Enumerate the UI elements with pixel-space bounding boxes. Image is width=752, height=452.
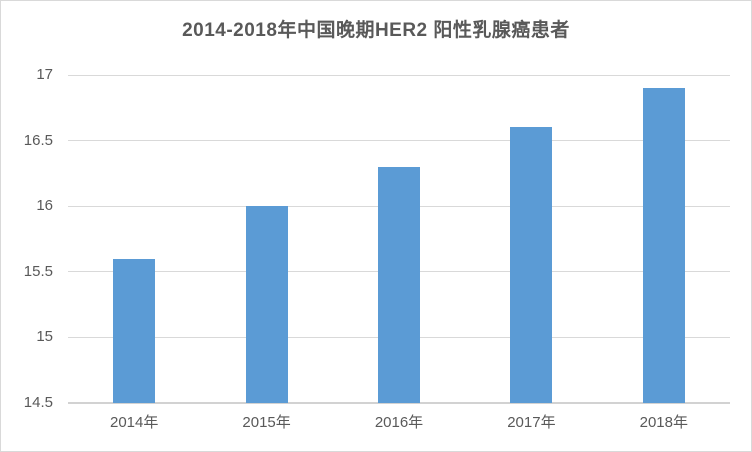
x-tick-label: 2017年 <box>507 414 556 431</box>
bar-2014年 <box>113 258 156 403</box>
x-axis-line <box>68 402 730 404</box>
gridline <box>68 74 730 76</box>
chart-title: 2014-2018年中国晚期HER2 阳性乳腺癌患者 <box>182 20 570 41</box>
bar-2015年 <box>245 206 288 403</box>
x-tick-label: 2018年 <box>639 414 688 431</box>
y-tick-label: 15 <box>36 328 53 346</box>
bar-2016年 <box>378 166 420 403</box>
plot-area <box>68 74 730 404</box>
bar-2017年 <box>510 127 553 403</box>
x-tick-label: 2015年 <box>242 414 291 431</box>
y-tick-label: 16 <box>36 197 53 215</box>
gridline <box>68 140 730 142</box>
y-tick-label: 14.5 <box>23 394 53 411</box>
y-tick-label: 16.5 <box>23 131 53 149</box>
y-tick-label: 15.5 <box>23 262 53 280</box>
y-tick-label: 17 <box>36 66 53 83</box>
x-tick-label: 2016年 <box>374 414 424 431</box>
bar-2018年 <box>642 88 685 403</box>
x-tick-label: 2014年 <box>110 414 159 431</box>
